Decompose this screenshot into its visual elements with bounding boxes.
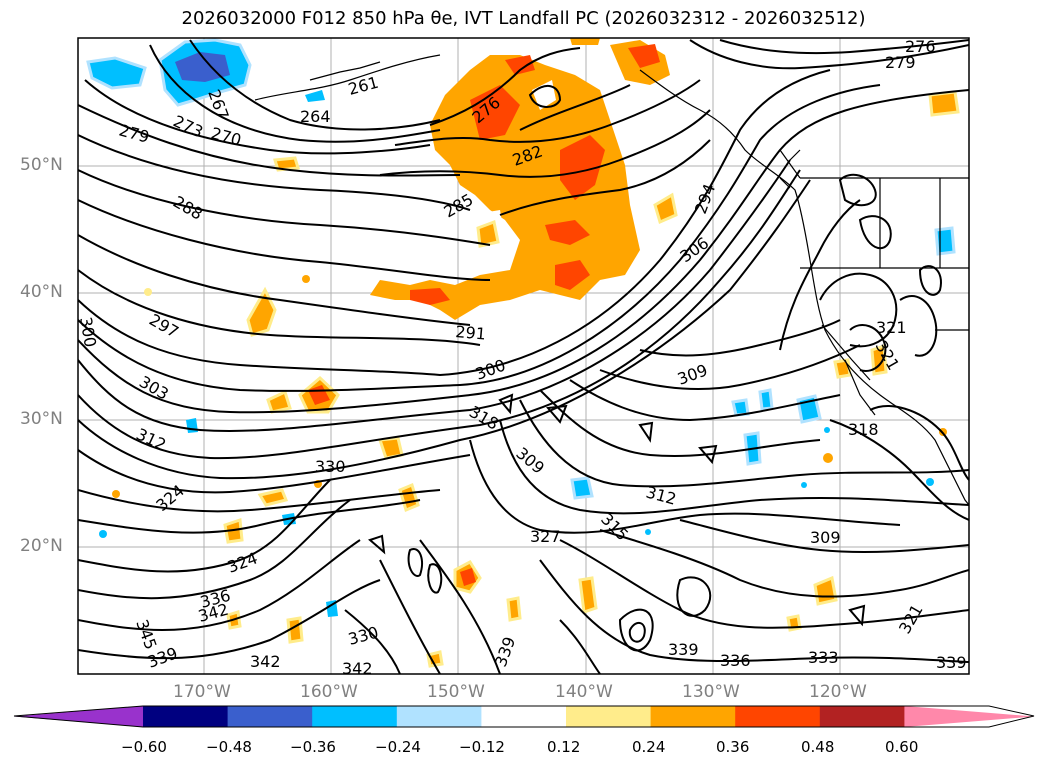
contour-label: 309 [512,444,548,478]
contour-label: 324 [225,548,260,576]
contour-label: 309 [675,360,710,388]
colorbar-tick-label: −0.48 [206,738,252,756]
coastlines [254,54,969,506]
lon-label-140w: 140°W [555,682,613,702]
lat-label-40n: 40°N [20,282,63,302]
contour-label: 276 [905,37,936,56]
lat-label-50n: 50°N [20,155,63,175]
contour-label: 300 [76,315,100,348]
negative-anomaly-shading [86,38,956,617]
contour-label: 339 [668,640,699,659]
contour-label: 291 [455,322,487,344]
contour-label: 336 [720,651,751,670]
lon-label-120w: 120°W [809,682,867,702]
colorbar-tick-label: −0.12 [459,738,505,756]
contour-label: 339 [491,634,519,669]
contour-label: 333 [808,648,839,667]
colorbar-tick-label: 0.12 [547,738,581,756]
contour-label: 303 [136,372,172,404]
contour-label: 345 [132,617,160,652]
lon-label-170w: 170°W [173,682,231,702]
lon-label-160w: 160°W [300,682,358,702]
theta-e-contours [78,39,969,674]
colorbar-tick-label: 0.60 [885,738,919,756]
colorbar-tick-label: 0.24 [632,738,666,756]
colorbar-tick-label: −0.36 [290,738,336,756]
contour-label: 321 [895,601,927,637]
lat-label-20n: 20°N [20,536,63,556]
contour-label: 267 [204,87,232,122]
contour-label: 327 [530,527,561,546]
colorbar-tick-label: −0.60 [121,738,167,756]
contour-label: 279 [117,121,151,147]
contour-label: 339 [936,653,967,672]
contour-label: 318 [848,420,879,439]
colorbar-tick-label: −0.24 [375,738,421,756]
contour-label: 321 [876,318,907,337]
map-title: 2026032000 F012 850 hPa θe, IVT Landfall… [181,8,866,29]
contour-label: 306 [676,233,712,266]
contour-label: 342 [250,652,281,671]
contour-label: 261 [346,73,380,99]
contour-label: 330 [315,457,346,476]
lat-label-30n: 30°N [20,409,63,429]
contour-label: 330 [346,623,380,649]
colorbar-tick-label: 0.48 [801,738,835,756]
contour-label: 288 [170,192,206,224]
contour-label: 300 [473,355,508,383]
contour-label: 279 [885,53,916,72]
lon-label-130w: 130°W [682,682,740,702]
colorbar-tick-label: 0.36 [716,738,750,756]
map-frame [77,37,970,675]
contour-label: 318 [466,402,502,434]
contour-label: 297 [146,310,182,342]
lon-label-150w: 150°W [427,682,485,702]
contour-label: 309 [810,528,841,547]
contour-label: 264 [300,107,331,126]
contour-label: 342 [342,659,373,678]
contour-label: 294 [691,181,719,216]
contour-label: 270 [209,124,243,150]
